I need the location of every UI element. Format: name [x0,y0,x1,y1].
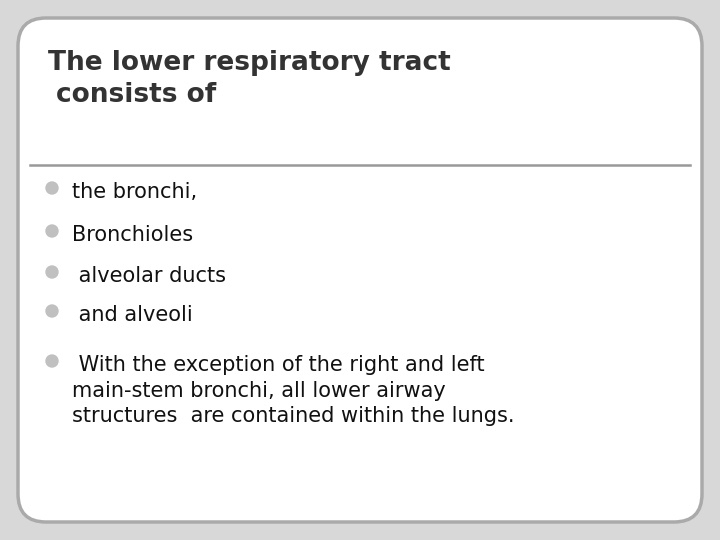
Circle shape [46,182,58,194]
Circle shape [46,305,58,317]
Text: The lower respiratory tract: The lower respiratory tract [48,50,451,76]
Text: With the exception of the right and left
main-stem bronchi, all lower airway
str: With the exception of the right and left… [72,355,515,426]
FancyBboxPatch shape [18,18,702,522]
Circle shape [46,266,58,278]
Text: consists of: consists of [56,82,216,108]
Text: the bronchi,: the bronchi, [72,182,197,202]
Text: alveolar ducts: alveolar ducts [72,266,226,286]
Circle shape [46,225,58,237]
Text: and alveoli: and alveoli [72,305,193,325]
Text: Bronchioles: Bronchioles [72,225,193,245]
Circle shape [46,355,58,367]
